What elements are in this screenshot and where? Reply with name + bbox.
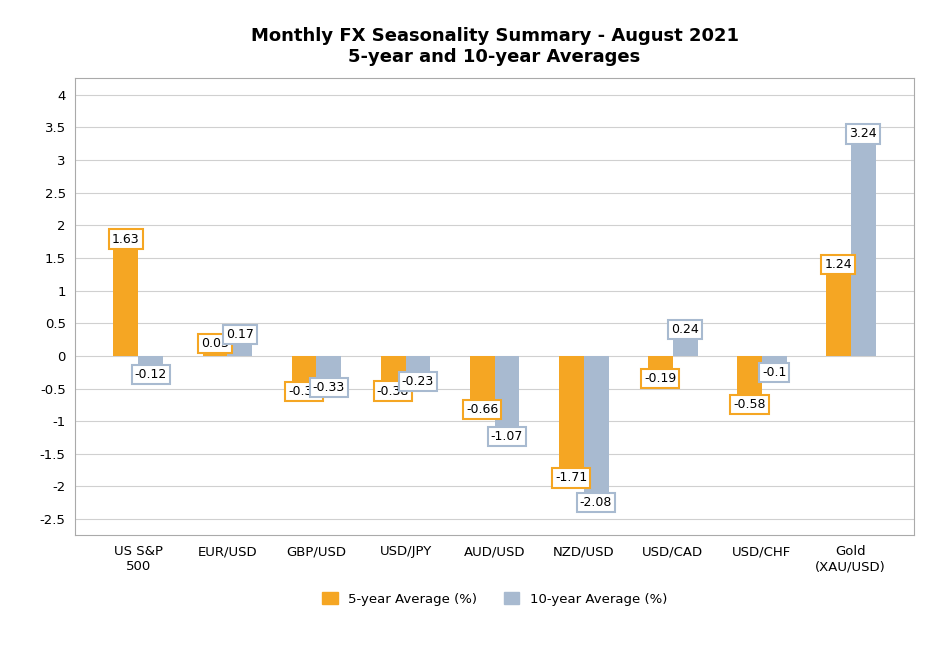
Bar [826, 275, 851, 356]
Text: 0.17: 0.17 [226, 328, 253, 341]
Text: -0.38: -0.38 [377, 385, 409, 398]
Bar [291, 356, 317, 381]
Bar [495, 356, 519, 426]
Bar [584, 356, 609, 492]
Bar [113, 249, 138, 356]
Text: -0.12: -0.12 [135, 368, 167, 381]
Text: -0.66: -0.66 [466, 403, 498, 416]
Bar [227, 345, 252, 356]
Bar [851, 144, 876, 356]
Text: 1.24: 1.24 [824, 258, 853, 271]
Text: 0.24: 0.24 [672, 323, 699, 336]
Text: -1.71: -1.71 [555, 471, 587, 485]
Bar [559, 356, 584, 468]
Bar [381, 356, 405, 381]
Bar [648, 356, 673, 368]
Text: -0.33: -0.33 [313, 381, 345, 394]
Text: -0.19: -0.19 [644, 372, 676, 385]
Text: 1.63: 1.63 [112, 232, 139, 246]
Bar [762, 356, 787, 362]
Bar [405, 356, 430, 371]
Text: 3.24: 3.24 [850, 127, 877, 140]
Text: 0.03: 0.03 [201, 337, 229, 350]
Bar [203, 354, 227, 356]
Bar [317, 356, 341, 377]
Bar [737, 356, 762, 394]
Bar [470, 356, 495, 399]
Bar [138, 356, 163, 364]
Text: -0.1: -0.1 [762, 366, 787, 379]
Title: Monthly FX Seasonality Summary - August 2021
5-year and 10-year Averages: Monthly FX Seasonality Summary - August … [251, 27, 739, 66]
Text: -1.07: -1.07 [491, 430, 523, 443]
Text: -0.39: -0.39 [288, 385, 320, 398]
Text: -0.58: -0.58 [733, 398, 766, 411]
Bar [673, 340, 698, 356]
Legend: 5-year Average (%), 10-year Average (%): 5-year Average (%), 10-year Average (%) [317, 587, 673, 611]
Text: -0.23: -0.23 [402, 375, 434, 388]
Text: -2.08: -2.08 [580, 496, 612, 509]
